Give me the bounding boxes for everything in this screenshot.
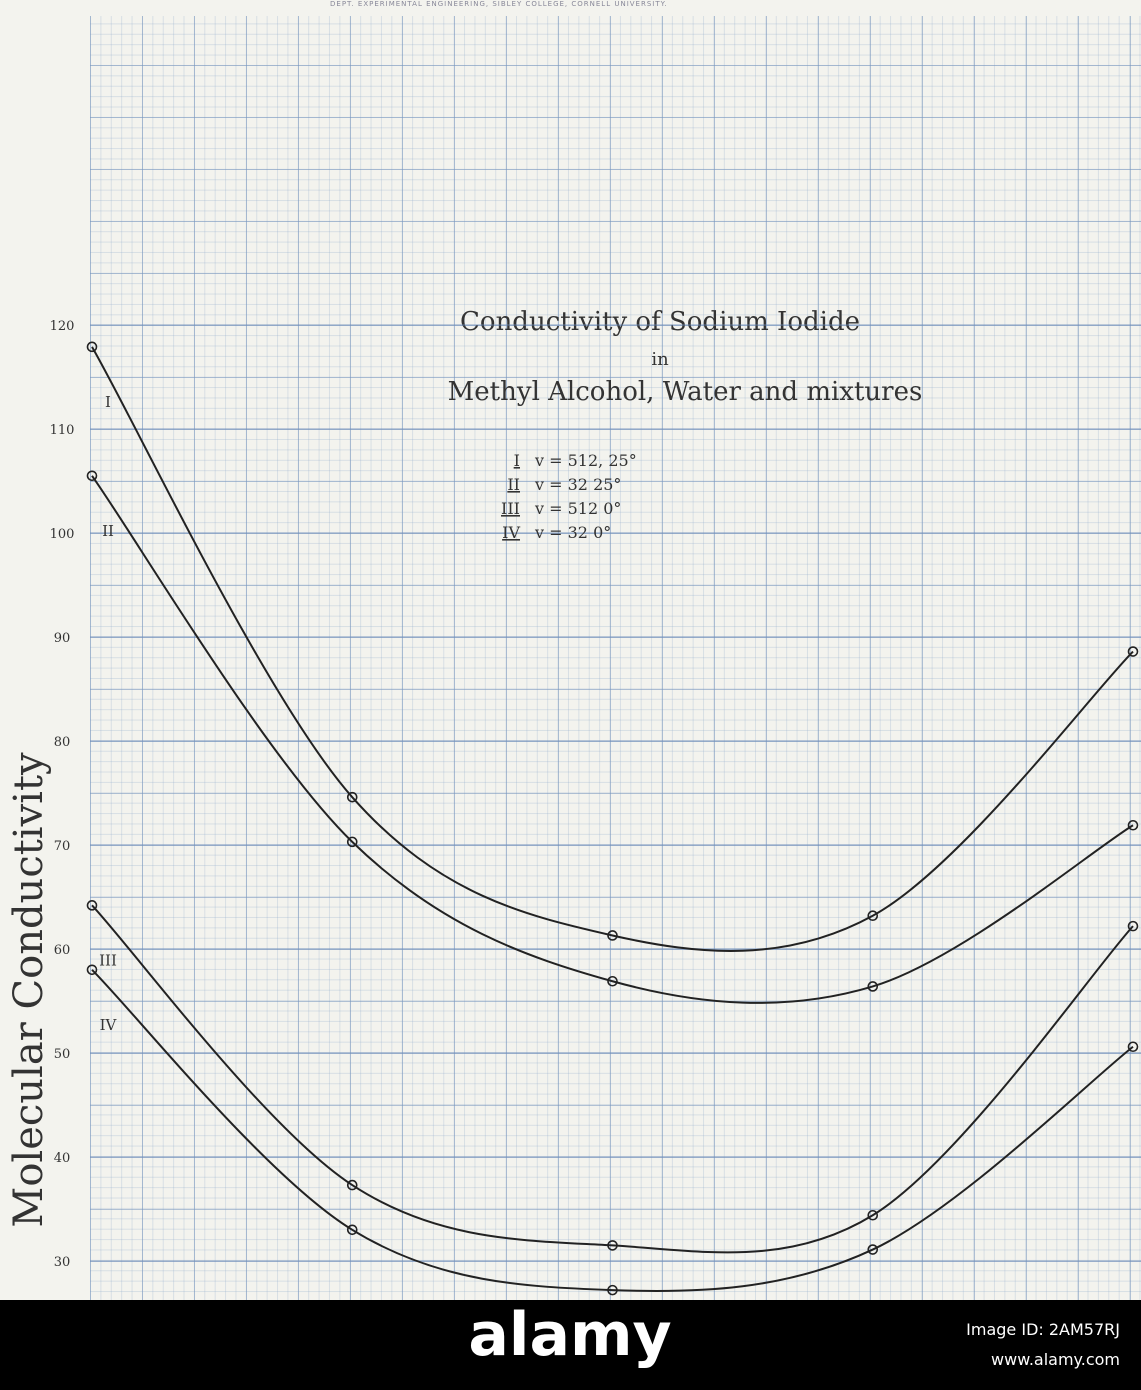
data-point	[607, 930, 618, 941]
y-tick-label: 110	[50, 423, 75, 438]
y-tick-label: 40	[54, 1151, 71, 1166]
data-point	[607, 975, 618, 987]
series-line	[91, 904, 1134, 1254]
y-tick-label: 70	[54, 839, 71, 854]
legend-label: v = 32 25°	[534, 475, 621, 494]
y-tick-label: 90	[54, 631, 71, 646]
data-point	[867, 1209, 879, 1221]
data-point	[867, 1244, 879, 1255]
watermark-id: Image ID: 2AM57RJ	[966, 1320, 1120, 1339]
series-line	[91, 475, 1134, 1004]
curve-label: II	[102, 522, 114, 540]
data-point	[346, 1179, 358, 1191]
y-tick-label: 50	[54, 1047, 71, 1062]
series-line	[91, 346, 1134, 952]
data-point	[1127, 646, 1139, 657]
chart-subtitle: Methyl Alcohol, Water and mixtures	[448, 377, 923, 407]
grid-paper	[90, 16, 1141, 1300]
y-tick-label: 120	[50, 319, 75, 334]
header: DEPT. EXPERIMENTAL ENGINEERING, SIBLEY C…	[330, 0, 668, 8]
y-tick-label: 30	[54, 1255, 71, 1270]
data-point	[346, 1224, 358, 1236]
legend-key: I	[514, 451, 520, 470]
data-point	[607, 1240, 618, 1251]
data-point	[346, 836, 358, 848]
data-point	[1127, 1041, 1139, 1053]
graph-paper	[0, 0, 1141, 1300]
data-point	[86, 964, 98, 976]
curve-label: IV	[100, 1016, 118, 1034]
legend-label: v = 512, 25°	[534, 451, 637, 470]
data-point	[1127, 920, 1139, 932]
legend-label: v = 32 0°	[534, 523, 611, 542]
data-point	[86, 900, 98, 911]
legend-label: v = 512 0°	[534, 499, 621, 518]
data-point	[867, 981, 879, 992]
curve-label: I	[105, 393, 111, 411]
series-line	[91, 969, 1134, 1293]
watermark-bar	[0, 1300, 1141, 1390]
y-tick-label: 60	[54, 943, 71, 958]
legend-key: IV	[502, 523, 520, 542]
data-point	[346, 791, 358, 803]
data-point	[86, 470, 98, 482]
curve-label: III	[99, 951, 117, 969]
data-point	[1127, 819, 1139, 831]
legend-key: II	[507, 475, 520, 494]
data-point	[867, 910, 879, 922]
y-tick-label: 80	[54, 735, 71, 750]
chart-title: Conductivity of Sodium Iodide	[460, 307, 860, 337]
y-tick-label: 100	[50, 527, 75, 542]
watermark-logo: alamy	[468, 1300, 671, 1370]
watermark-url: www.alamy.com	[991, 1350, 1120, 1369]
data-point	[607, 1284, 618, 1296]
chart-subtitle: in	[651, 349, 669, 370]
legend-key: III	[501, 499, 520, 518]
y-axis-label: Molecular Conductivity	[6, 752, 52, 1228]
data-point	[86, 341, 98, 353]
